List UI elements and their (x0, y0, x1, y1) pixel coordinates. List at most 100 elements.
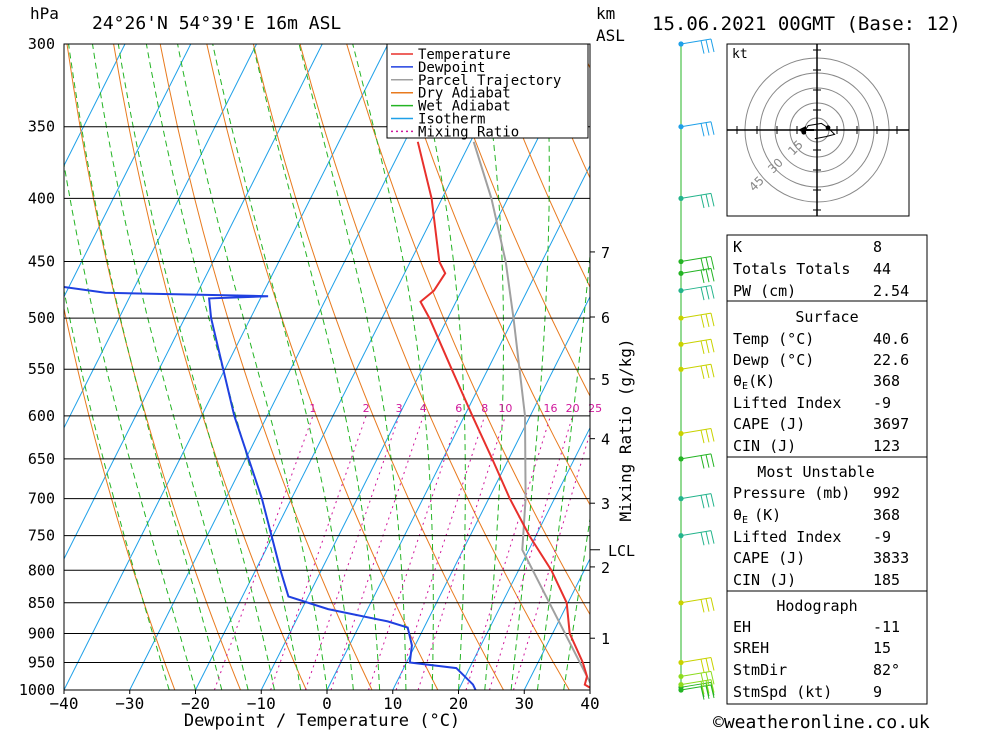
isotherm-line (523, 557, 590, 690)
x-tick-label: 30 (515, 694, 534, 713)
wind-barb-flag (705, 194, 710, 208)
wind-barb-flag (705, 39, 710, 53)
wind-barb-flag (710, 364, 715, 378)
wet-adiabat-line (92, 44, 249, 690)
hodograph-point (825, 125, 831, 131)
legend-label: Mixing Ratio (418, 124, 519, 140)
wind-barb-flag (710, 268, 715, 282)
dry-adiabat-line (439, 44, 590, 398)
legend-label: Dewpoint (418, 60, 485, 76)
km-tick-label: 6 (601, 309, 610, 327)
x-axis-label: Dewpoint / Temperature (°C) (184, 711, 460, 731)
legend-label: Dry Adiabat (418, 86, 511, 102)
isotherm-line (326, 164, 590, 690)
mixing-ratio-label: 8 (481, 402, 488, 415)
pressure-tick-label: 750 (28, 527, 55, 545)
wet-adiabat-line (536, 250, 590, 690)
mixing-ratio-line (368, 415, 460, 690)
isotherm-line (458, 426, 590, 690)
mixing-ratio-label: 1 (309, 402, 316, 415)
x-tick-label: −10 (247, 694, 276, 713)
mixing-ratio-line (465, 415, 551, 690)
wind-barb-flag (710, 682, 715, 696)
wind-barb-flag (710, 339, 715, 353)
wind-barb-flag (710, 671, 715, 685)
mixing-ratio-axis-label: Mixing Ratio (g/kg) (616, 338, 635, 521)
mixing-ratio-label: 25 (588, 402, 602, 415)
dry-adiabat-line (66, 44, 241, 690)
tt-label: Totals Totals (733, 260, 850, 278)
wet-adiabat-line (117, 44, 275, 690)
pressure-tick-label: 950 (28, 653, 55, 671)
dry-adiabat-line (486, 44, 590, 289)
pressure-tick-label: 500 (28, 309, 55, 327)
surface-cape-label: CAPE (J) (733, 415, 805, 433)
legend-label: Isotherm (418, 112, 485, 128)
wind-barb-flag (705, 364, 710, 379)
x-tick-label: 10 (383, 694, 402, 713)
mixing-ratio-label: 4 (420, 402, 427, 415)
hodograph-table-box (726, 590, 928, 705)
wind-barb-flag (705, 672, 710, 686)
sreh-label: SREH (733, 639, 769, 657)
dry-adiabat-line (392, 44, 590, 506)
wind-barb-flag (705, 494, 710, 508)
wind-barb-flag (705, 269, 710, 283)
wind-barb-flag (700, 269, 705, 284)
lcl-label: LCL (608, 542, 635, 560)
wind-barb-flag (705, 257, 710, 271)
km-tick-label: 7 (601, 244, 610, 262)
wet-adiabat-line (413, 44, 466, 690)
most-unstable-title: Most Unstable (757, 463, 874, 481)
wet-adiabat-line (64, 161, 196, 690)
wind-barb-flag (710, 121, 715, 135)
wind-barb-flag (705, 531, 710, 545)
copyright[interactable]: ©weatheronline.co.uk (713, 712, 930, 733)
index-tables: K 8 Totals Totals 44 PW (cm) 2.54 Surfac… (726, 234, 928, 705)
wind-barb-flag (705, 680, 710, 694)
mixing-ratio-label: 20 (566, 402, 580, 415)
tt-value: 44 (873, 260, 891, 278)
km-tick-label: 5 (601, 371, 610, 389)
mu-li-label: Lifted Index (733, 528, 841, 546)
wind-barb-flag (700, 365, 705, 379)
hodograph-table-title: Hodograph (776, 597, 857, 615)
x-tick-label: 0 (322, 694, 332, 713)
wind-barb-flag (700, 599, 705, 613)
wet-adiabat-line (298, 44, 407, 690)
mixing-ratio-label: 6 (455, 402, 462, 415)
sounding-curves (64, 44, 590, 690)
mixing-ratio-line (213, 415, 314, 690)
isotherm-line (64, 44, 192, 298)
mu-theta-value: 368 (873, 506, 900, 524)
wind-barb-flag (700, 314, 705, 328)
stmdir-value: 82° (873, 661, 900, 679)
wind-barb-flag (705, 313, 710, 327)
k-label: K (733, 238, 742, 256)
location-title: 24°26'N 54°39'E 16m ASL (92, 13, 341, 34)
wet-adiabat-line (252, 44, 381, 690)
dry-adiabat-line (252, 44, 504, 690)
wind-barb-flag (710, 312, 715, 327)
wind-barb-flag (705, 339, 710, 354)
wet-adiabats (64, 44, 590, 690)
wind-barb-flag (710, 657, 715, 671)
wind-barb-flag (710, 684, 715, 699)
surface-cape-value: 3697 (873, 415, 909, 433)
pressure-tick-label: 600 (28, 407, 55, 425)
pressure-tick-label: 800 (28, 561, 55, 579)
wind-barb-flag (700, 194, 705, 209)
wind-barb-flag (700, 340, 705, 354)
x-tick-label: −40 (50, 694, 79, 713)
surface-li-value: -9 (873, 394, 891, 412)
wind-barb-flag (705, 122, 710, 136)
dry-adiabat-line (906, 44, 1000, 690)
mu-cape-label: CAPE (J) (733, 549, 805, 567)
surface-li-label: Lifted Index (733, 394, 841, 412)
wind-barb-flag (710, 256, 715, 270)
mixing-ratio-labels: 1 2 3 4 6 8 10 16 20 25 (309, 402, 602, 415)
wind-barb-flag (705, 682, 710, 697)
